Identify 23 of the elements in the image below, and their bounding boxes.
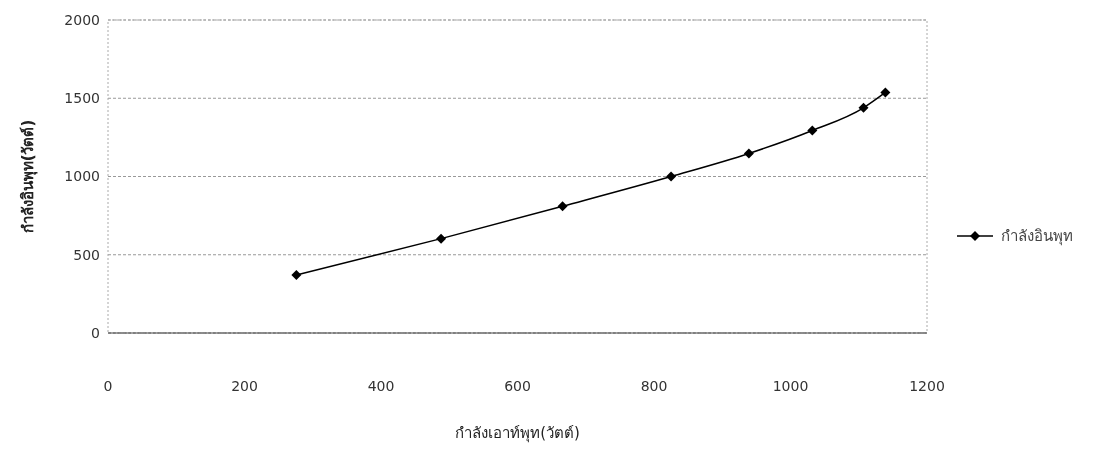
y-axis-title: กำลังอินพุท(วัตต์) [19, 119, 39, 234]
point [743, 148, 754, 159]
point [858, 102, 869, 113]
legend-label: กำลังอินพุท [1001, 225, 1073, 248]
x-tick-label: 1200 [909, 377, 945, 394]
x-tick-label: 800 [640, 377, 668, 394]
x-tick-label: 400 [367, 377, 395, 394]
point [880, 87, 891, 98]
x-tick-label: 600 [504, 377, 531, 394]
y-tick-label: 500 [73, 246, 100, 263]
y-tick-label: 2000 [64, 11, 100, 28]
x-tick-label: 1000 [772, 377, 809, 394]
y-tick-label: 0 [91, 324, 100, 341]
point [436, 233, 447, 244]
x-tick-label: 200 [231, 377, 258, 394]
y-tick-label: 1000 [64, 168, 100, 185]
x-axis-title: กำลังเอาท์พุท(วัตต์) [455, 424, 580, 443]
point [291, 270, 302, 281]
point [807, 125, 818, 136]
point [666, 171, 677, 182]
y-tick-label: 1500 [64, 90, 100, 107]
x-tick-label: 0 [103, 377, 113, 394]
point [557, 201, 568, 212]
